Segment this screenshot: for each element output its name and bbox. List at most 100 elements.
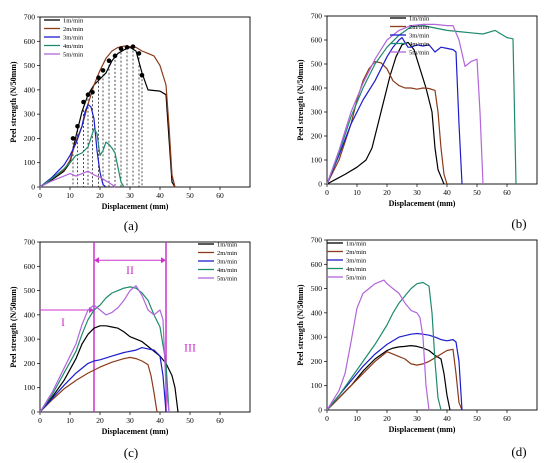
plot-frame bbox=[39, 16, 251, 188]
series-line-2m-per-min bbox=[39, 356, 158, 413]
x-tick-label: 30 bbox=[413, 414, 421, 423]
y-axis-title: Peel strength (N/50mm) bbox=[296, 59, 305, 141]
y-tick-label: 100 bbox=[24, 383, 36, 392]
series-line-3m-per-min bbox=[39, 103, 107, 188]
x-tick-label: 40 bbox=[443, 414, 451, 423]
series-line-2m-per-min bbox=[326, 61, 448, 185]
legend-entry-label: 2m/min bbox=[217, 250, 238, 257]
y-tick-label: 500 bbox=[24, 61, 36, 70]
series-line-1m-per-min bbox=[39, 325, 179, 413]
y-tick-label: 400 bbox=[311, 308, 323, 317]
data-point-marker bbox=[112, 53, 118, 59]
legend-entry-label: 1m/min bbox=[346, 240, 367, 247]
series-line-1m-per-min bbox=[39, 46, 176, 188]
x-tick-label: 30 bbox=[126, 191, 134, 200]
x-tick-label: 60 bbox=[216, 416, 224, 425]
legend-entry-label: 1m/min bbox=[409, 15, 430, 22]
y-axis-title: Peel strength (N/50mm) bbox=[9, 61, 18, 143]
series-line-1m-per-min bbox=[326, 41, 445, 185]
data-point-marker bbox=[96, 75, 101, 81]
y-tick-label: 500 bbox=[311, 60, 323, 69]
legend-entry-label: 3m/min bbox=[63, 34, 84, 41]
panel-label: (d) bbox=[511, 444, 526, 459]
x-axis-title: Displacement (mm) bbox=[389, 199, 456, 208]
x-tick-label: 50 bbox=[473, 414, 481, 423]
legend-entry-label: 3m/min bbox=[409, 32, 430, 39]
region-label-iii: III bbox=[184, 340, 196, 354]
y-tick-label: 200 bbox=[24, 359, 36, 368]
legend-entry-label: 1m/min bbox=[63, 17, 84, 24]
plot-frame bbox=[39, 241, 251, 413]
y-tick-label: 400 bbox=[311, 84, 323, 93]
y-tick-label: 200 bbox=[311, 132, 323, 141]
y-tick-label: 200 bbox=[311, 357, 323, 366]
arrow-head-icon bbox=[94, 257, 99, 264]
plot-frame bbox=[326, 15, 538, 185]
y-tick-label: 300 bbox=[24, 110, 36, 119]
y-tick-label: 700 bbox=[24, 238, 36, 247]
series-line-4m-per-min bbox=[39, 128, 125, 188]
chart-panel-b: 0 10 20 30 40 50 600100200300400500600700Displ… bbox=[296, 12, 538, 231]
x-tick-label: 10 bbox=[353, 188, 361, 197]
data-point-marker bbox=[90, 89, 95, 95]
legend-entry-label: 4m/min bbox=[63, 43, 84, 50]
x-tick-label: 40 bbox=[156, 191, 164, 200]
x-axis-title: Displacement (mm) bbox=[389, 425, 456, 434]
x-tick-label: 60 bbox=[216, 191, 224, 200]
x-tick-label: 20 bbox=[96, 191, 104, 200]
legend-entry-label: 3m/min bbox=[346, 257, 367, 264]
region-label-ii: II bbox=[126, 263, 134, 277]
y-tick-label: 400 bbox=[24, 310, 36, 319]
y-tick-label: 700 bbox=[24, 13, 36, 22]
y-tick-label: 400 bbox=[24, 85, 36, 94]
x-tick-label: 30 bbox=[413, 188, 421, 197]
plot-frame bbox=[326, 239, 538, 411]
legend-entry-label: 5m/min bbox=[409, 49, 430, 56]
x-axis-title: Displacement (mm) bbox=[102, 427, 169, 436]
legend-entry-label: 4m/min bbox=[409, 41, 430, 48]
y-tick-label: 700 bbox=[311, 12, 323, 21]
data-point-marker bbox=[70, 136, 76, 141]
legend-entry-label: 4m/min bbox=[217, 267, 238, 274]
x-tick-label: 40 bbox=[156, 416, 164, 425]
legend-entry-label: 2m/min bbox=[409, 24, 430, 31]
y-tick-label: 500 bbox=[311, 284, 323, 293]
x-tick-label: 10 bbox=[353, 414, 361, 423]
panel-label: (b) bbox=[511, 216, 526, 231]
x-tick-label: 50 bbox=[186, 416, 194, 425]
y-tick-label: 0 bbox=[318, 180, 322, 189]
x-tick-label: 60 bbox=[503, 188, 511, 197]
series-line-4m-per-min bbox=[39, 286, 170, 413]
legend-entry-label: 5m/min bbox=[217, 275, 238, 282]
x-tick-label: 0 bbox=[38, 191, 42, 200]
y-tick-label: 700 bbox=[311, 236, 323, 245]
data-point-marker bbox=[130, 44, 136, 49]
legend-entry-label: 1m/min bbox=[217, 241, 238, 248]
y-tick-label: 0 bbox=[31, 183, 35, 192]
data-point-marker bbox=[75, 123, 80, 129]
region-label-i: I bbox=[61, 315, 65, 329]
legend-entry-label: 4m/min bbox=[346, 266, 367, 273]
y-tick-label: 600 bbox=[311, 36, 323, 45]
series-line-2m-per-min bbox=[326, 348, 463, 411]
x-tick-label: 0 bbox=[325, 414, 329, 423]
data-point-marker bbox=[85, 92, 91, 98]
y-tick-label: 500 bbox=[24, 286, 36, 295]
panel-label: (a) bbox=[124, 218, 138, 233]
x-tick-label: 20 bbox=[383, 188, 391, 197]
data-point-marker bbox=[124, 45, 130, 50]
legend-entry-label: 3m/min bbox=[217, 258, 238, 265]
y-tick-label: 600 bbox=[24, 37, 36, 46]
legend-entry-label: 2m/min bbox=[63, 26, 84, 33]
y-tick-label: 100 bbox=[311, 156, 323, 165]
series-line-3m-per-min bbox=[39, 347, 167, 413]
x-tick-label: 0 bbox=[38, 416, 42, 425]
arrow-head-icon bbox=[161, 257, 166, 264]
x-axis-title: Displacement (mm) bbox=[102, 202, 169, 211]
series-line-4m-per-min bbox=[326, 281, 442, 411]
x-tick-label: 40 bbox=[443, 188, 451, 197]
